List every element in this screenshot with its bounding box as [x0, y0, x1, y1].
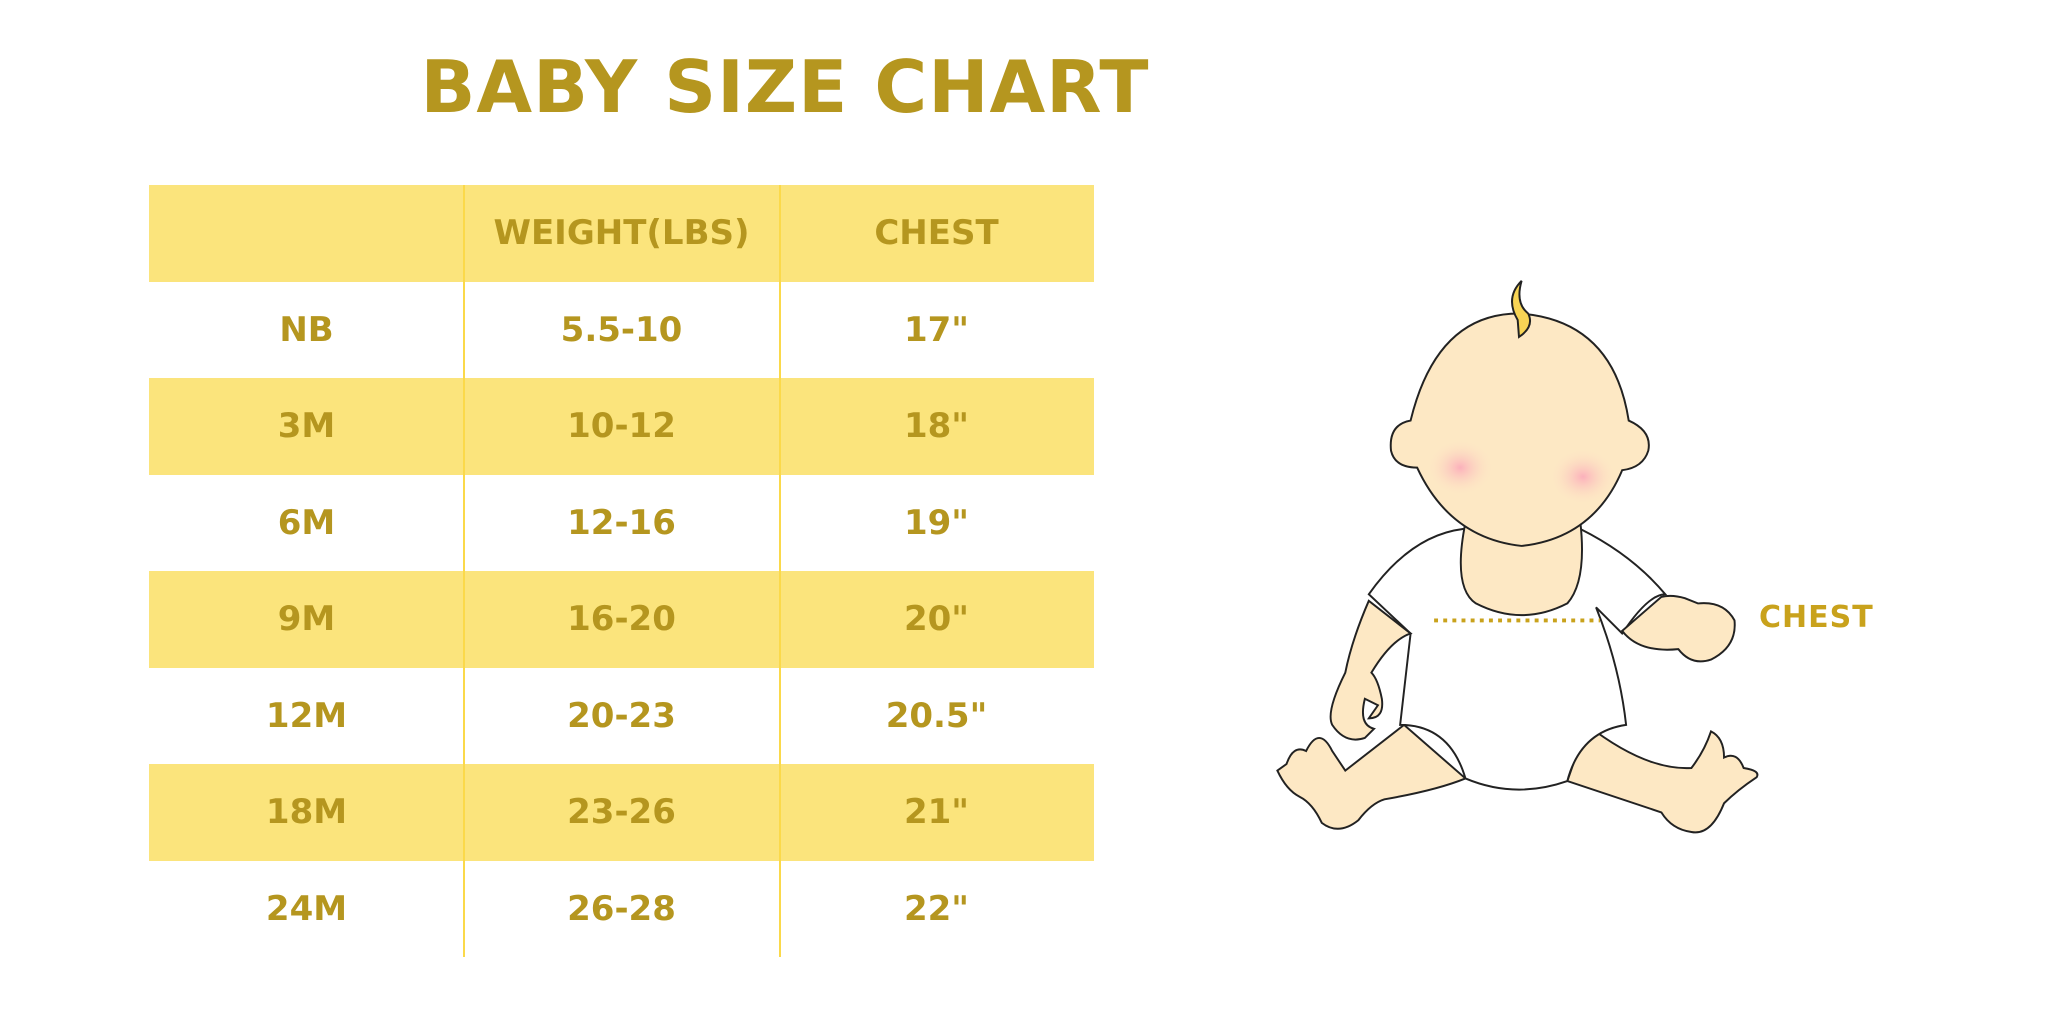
- size-cell: 9M: [277, 599, 336, 640]
- weight-cell: 5.5-10: [560, 309, 683, 350]
- header-cell: CHEST: [874, 213, 999, 254]
- weight-cell: 20-23: [567, 695, 676, 736]
- table-row: 12M 20-23 20.5": [149, 668, 1094, 765]
- table-row: 24M 26-28 22": [149, 861, 1094, 958]
- weight-cell: 23-26: [567, 792, 676, 833]
- weight-cell: 16-20: [567, 599, 676, 640]
- table-header-row: WEIGHT(LBS) CHEST: [149, 185, 1094, 282]
- chest-cell: 20": [903, 599, 970, 640]
- table-row: 6M 12-16 19": [149, 475, 1094, 572]
- chest-cell: 21": [903, 792, 970, 833]
- size-cell: NB: [279, 309, 334, 350]
- size-cell: 18M: [265, 792, 348, 833]
- table-row: 18M 23-26 21": [149, 764, 1094, 861]
- size-cell: 6M: [277, 502, 336, 543]
- table-row: 9M 16-20 20": [149, 571, 1094, 668]
- chest-cell: 19": [903, 502, 970, 543]
- table-row: NB 5.5-10 17": [149, 282, 1094, 379]
- size-cell: 12M: [265, 695, 348, 736]
- column-divider: [779, 185, 781, 957]
- weight-cell: 26-28: [567, 888, 676, 929]
- weight-cell: 10-12: [567, 406, 676, 447]
- size-table: WEIGHT(LBS) CHEST NB 5.5-10 17" 3M 10-12 18" 6…: [149, 185, 1094, 957]
- chest-cell: 18": [903, 406, 970, 447]
- chest-cell: 17": [903, 309, 970, 350]
- size-cell: 3M: [277, 406, 336, 447]
- weight-cell: 12-16: [567, 502, 676, 543]
- table-row: 3M 10-12 18": [149, 378, 1094, 475]
- chest-cell: 20.5": [885, 695, 988, 736]
- page-title: BABY SIZE CHART: [420, 45, 1150, 129]
- size-cell: 24M: [265, 888, 348, 929]
- header-cell: WEIGHT(LBS): [493, 213, 750, 254]
- column-divider: [463, 185, 465, 957]
- chest-label: CHEST: [1759, 600, 1874, 635]
- chest-cell: 22": [903, 888, 970, 929]
